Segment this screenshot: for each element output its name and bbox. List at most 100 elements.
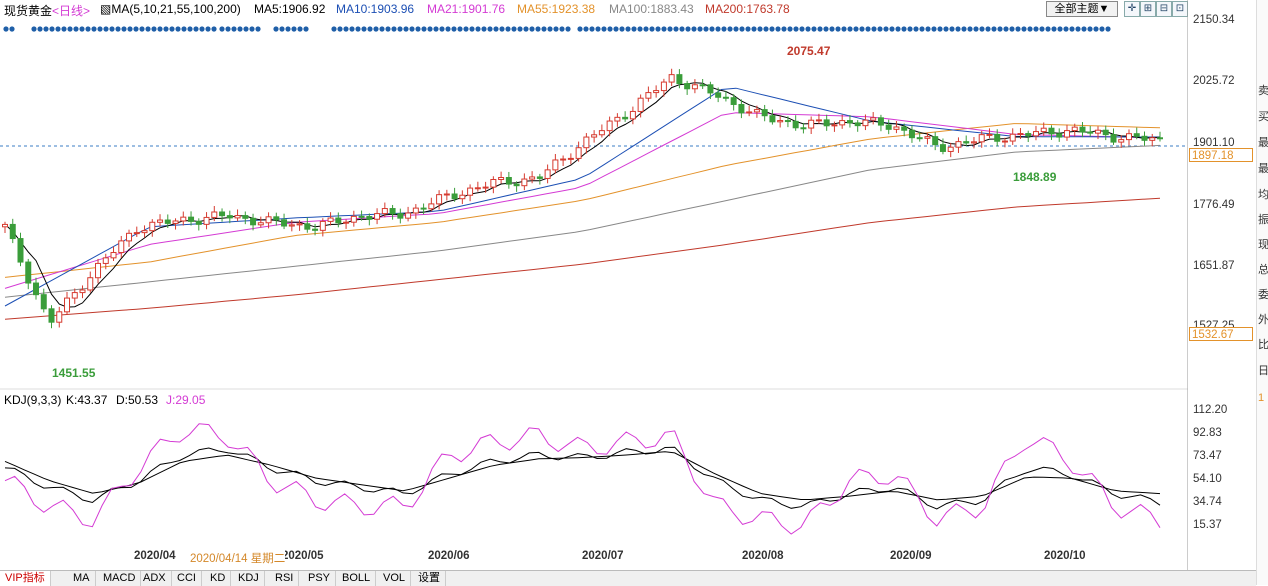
event-dot (841, 26, 847, 32)
event-dot (553, 26, 559, 32)
candle-body (188, 216, 195, 222)
candle-body (1133, 133, 1140, 137)
event-dot (397, 26, 403, 32)
candle-body (211, 211, 218, 218)
event-dot (331, 26, 337, 32)
tab-adx[interactable]: ADX (138, 571, 172, 586)
date-tick: 2020/07 (582, 550, 624, 562)
event-dot (907, 26, 913, 32)
candle-body (149, 221, 156, 232)
price-chart[interactable]: 2075.47 1451.55 1848.89 (0, 0, 1188, 570)
candle-body (978, 134, 985, 143)
event-dot (919, 26, 925, 32)
event-dot (829, 26, 835, 32)
date-tick: 2020/04 (134, 550, 176, 562)
candle-body (33, 282, 40, 296)
candle-body (490, 178, 497, 188)
candle-body (769, 115, 776, 123)
candle-body (226, 215, 233, 219)
date-tick: 2020/09 (890, 550, 932, 562)
candle-body (343, 221, 350, 224)
event-dot (225, 26, 231, 32)
period-selector[interactable]: <日线> (52, 4, 91, 18)
event-dot (967, 26, 973, 32)
tab-rsi[interactable]: RSI (270, 571, 300, 586)
event-dot (403, 26, 409, 32)
crosshair-icon[interactable]: ✛ (1124, 1, 1140, 17)
event-dot (1093, 26, 1099, 32)
event-dot (661, 26, 667, 32)
event-dot (793, 26, 799, 32)
ma-params: MA(5,10,21,55,100,200) (111, 2, 241, 16)
moving-averages (4, 82, 1161, 320)
event-dot (337, 26, 343, 32)
event-dot (61, 26, 67, 32)
kdj-k-value: K:43.37 (66, 393, 108, 407)
zoom-out-icon[interactable]: ⊟ (1156, 1, 1172, 17)
event-dot (169, 26, 175, 32)
candle-body (1125, 133, 1132, 141)
ma-settings[interactable]: ▧MA(5,10,21,55,100,200) (100, 2, 241, 16)
event-dot (583, 26, 589, 32)
event-dot (997, 26, 1003, 32)
candle-body (459, 194, 466, 200)
event-dot (991, 26, 997, 32)
event-dot (517, 26, 523, 32)
tab-kd[interactable]: KD (205, 571, 232, 586)
tab-macd[interactable]: MACD (98, 571, 142, 586)
tab-cci[interactable]: CCI (172, 571, 202, 586)
event-dot (511, 26, 517, 32)
tab-vol[interactable]: VOL (378, 571, 412, 586)
event-dot (73, 26, 79, 32)
tab-kdj[interactable]: KDJ (233, 571, 265, 586)
candle-body (986, 133, 993, 136)
event-dot (433, 26, 439, 32)
candle-body (1094, 129, 1101, 134)
candle-body (567, 157, 574, 160)
candle-body (854, 122, 861, 127)
candle-body (443, 193, 450, 196)
zoom-in-icon[interactable]: ⊞ (1140, 1, 1156, 17)
event-dot (913, 26, 919, 32)
candle-body (288, 224, 295, 227)
tab-boll[interactable]: BOLL (337, 571, 377, 586)
tab-psy[interactable]: PSY (303, 571, 337, 586)
kdj-label[interactable]: KDJ(9,3,3) (4, 393, 62, 407)
candle-body (1102, 129, 1109, 136)
candle-body (203, 216, 210, 225)
ma-line-ma10 (4, 87, 1160, 307)
kdj-d-value: D:50.53 (116, 393, 159, 407)
event-dot (67, 26, 73, 32)
kdj-line-j (4, 423, 1161, 535)
event-dot (685, 26, 691, 32)
tab-ma[interactable]: MA (68, 571, 96, 586)
candle-body (474, 187, 481, 190)
event-dot (37, 26, 43, 32)
candle-body (319, 220, 326, 231)
event-dot (679, 26, 685, 32)
tab-settings[interactable]: 设置 (413, 571, 446, 586)
ma-line-ma5 (4, 82, 1161, 308)
event-dot (769, 26, 775, 32)
event-dot (625, 26, 631, 32)
event-dot (541, 26, 547, 32)
kdj-lines (4, 423, 1161, 535)
event-dot (451, 26, 457, 32)
tab-vip[interactable]: VIP指标 (0, 571, 51, 586)
candle-body (304, 223, 311, 230)
candle-body (707, 84, 714, 94)
event-dot (163, 26, 169, 32)
candle-body (730, 97, 737, 105)
candle-body (715, 92, 722, 98)
candle-body (1118, 139, 1125, 143)
event-dot (481, 26, 487, 32)
panel-label: 振 (1258, 214, 1268, 226)
event-dot (79, 26, 85, 32)
event-dot (91, 26, 97, 32)
theme-dropdown[interactable]: 全部主题▼ (1046, 1, 1118, 17)
event-dot (901, 26, 907, 32)
event-dot (187, 26, 193, 32)
event-dot (421, 26, 427, 32)
event-dot (121, 26, 127, 32)
event-dot (787, 26, 793, 32)
